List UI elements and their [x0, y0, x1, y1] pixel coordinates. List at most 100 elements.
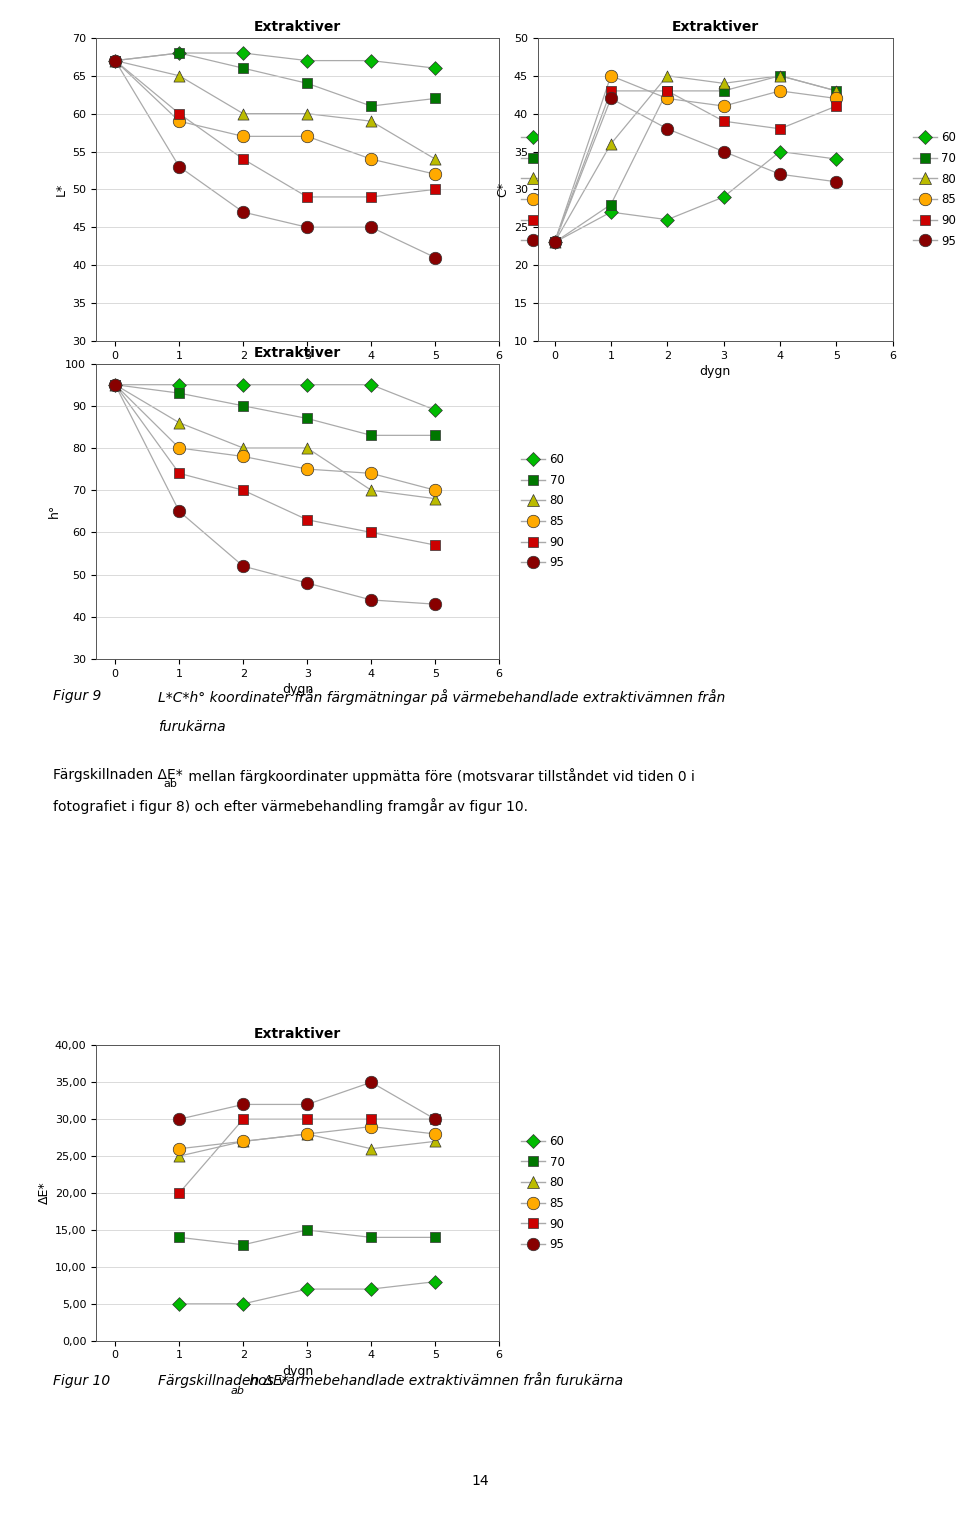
Point: [172, 411, 187, 435]
Point: [235, 1129, 251, 1153]
Legend: 60, 70, 80, 85, 90, 95: 60, 70, 80, 85, 90, 95: [521, 453, 564, 570]
Point: [427, 1270, 443, 1294]
Text: Färgskillnaden ΔE*: Färgskillnaden ΔE*: [158, 1374, 289, 1388]
Point: [108, 373, 123, 397]
Point: [427, 147, 443, 171]
Point: [716, 79, 732, 103]
Point: [828, 170, 844, 194]
Text: furukärna: furukärna: [158, 720, 226, 733]
Point: [660, 79, 675, 103]
Point: [547, 230, 563, 255]
Point: [716, 94, 732, 118]
Title: Extraktiver: Extraktiver: [672, 20, 758, 33]
Point: [235, 1292, 251, 1317]
Point: [773, 139, 788, 164]
Point: [364, 215, 379, 239]
Point: [427, 533, 443, 558]
Point: [773, 64, 788, 88]
Point: [364, 94, 379, 118]
X-axis label: dygn: dygn: [700, 365, 731, 377]
Point: [427, 162, 443, 186]
Point: [108, 48, 123, 73]
Point: [300, 1107, 315, 1132]
Point: [547, 230, 563, 255]
Point: [172, 102, 187, 126]
Point: [172, 155, 187, 179]
Point: [300, 436, 315, 461]
Text: fotografiet i figur 8) och efter värmebehandling framgår av figur 10.: fotografiet i figur 8) och efter värmebe…: [53, 798, 528, 815]
Point: [427, 1107, 443, 1132]
Point: [172, 109, 187, 133]
Y-axis label: h°: h°: [48, 504, 61, 518]
Point: [172, 1144, 187, 1168]
Y-axis label: C*: C*: [496, 182, 510, 197]
X-axis label: dygn: dygn: [282, 683, 313, 695]
Point: [172, 1182, 187, 1206]
Point: [235, 102, 251, 126]
Point: [108, 48, 123, 73]
Point: [364, 1115, 379, 1139]
Point: [364, 423, 379, 447]
Point: [300, 1277, 315, 1301]
X-axis label: dygn: dygn: [282, 1365, 313, 1377]
Point: [300, 71, 315, 95]
Point: [172, 436, 187, 461]
Y-axis label: ΔE*: ΔE*: [37, 1182, 51, 1204]
Point: [364, 185, 379, 209]
Point: [427, 56, 443, 80]
Point: [172, 1107, 187, 1132]
Point: [108, 373, 123, 397]
Legend: 60, 70, 80, 85, 90, 95: 60, 70, 80, 85, 90, 95: [521, 1135, 564, 1251]
Point: [172, 1226, 187, 1250]
Point: [364, 1226, 379, 1250]
Point: [235, 444, 251, 468]
Text: ab: ab: [230, 1386, 245, 1397]
Point: [427, 423, 443, 447]
Point: [828, 79, 844, 103]
Point: [547, 230, 563, 255]
Point: [108, 48, 123, 73]
Point: [427, 486, 443, 511]
Point: [603, 86, 618, 111]
Point: [172, 500, 187, 524]
Point: [364, 520, 379, 544]
Point: [716, 139, 732, 164]
Title: Extraktiver: Extraktiver: [254, 1027, 341, 1041]
Point: [108, 373, 123, 397]
Text: L*C*h° koordinater från färgmätningar på värmebehandlade extraktivämnen från: L*C*h° koordinater från färgmätningar på…: [158, 689, 726, 706]
Point: [364, 1277, 379, 1301]
Text: 14: 14: [471, 1474, 489, 1488]
Point: [235, 200, 251, 224]
Point: [773, 79, 788, 103]
Point: [547, 230, 563, 255]
Point: [660, 79, 675, 103]
Point: [828, 86, 844, 111]
Point: [660, 64, 675, 88]
Point: [172, 380, 187, 405]
Point: [235, 373, 251, 397]
Point: [235, 1092, 251, 1117]
Point: [235, 147, 251, 171]
Point: [300, 508, 315, 532]
Point: [828, 79, 844, 103]
Point: [300, 102, 315, 126]
Point: [108, 373, 123, 397]
Point: [660, 208, 675, 232]
Point: [235, 554, 251, 579]
Text: hos värmebehandlade extraktivämnen från furukärna: hos värmebehandlade extraktivämnen från …: [245, 1374, 623, 1388]
Point: [603, 64, 618, 88]
Point: [300, 1092, 315, 1117]
Point: [427, 86, 443, 111]
Text: Figur 9: Figur 9: [53, 689, 101, 703]
Point: [427, 479, 443, 503]
Point: [300, 458, 315, 482]
Point: [547, 230, 563, 255]
Point: [603, 132, 618, 156]
Point: [300, 1218, 315, 1242]
X-axis label: dygn: dygn: [282, 365, 313, 377]
Title: Extraktiver: Extraktiver: [254, 20, 341, 33]
Point: [364, 147, 379, 171]
Point: [364, 373, 379, 397]
Point: [660, 117, 675, 141]
Text: Figur 10: Figur 10: [53, 1374, 110, 1388]
